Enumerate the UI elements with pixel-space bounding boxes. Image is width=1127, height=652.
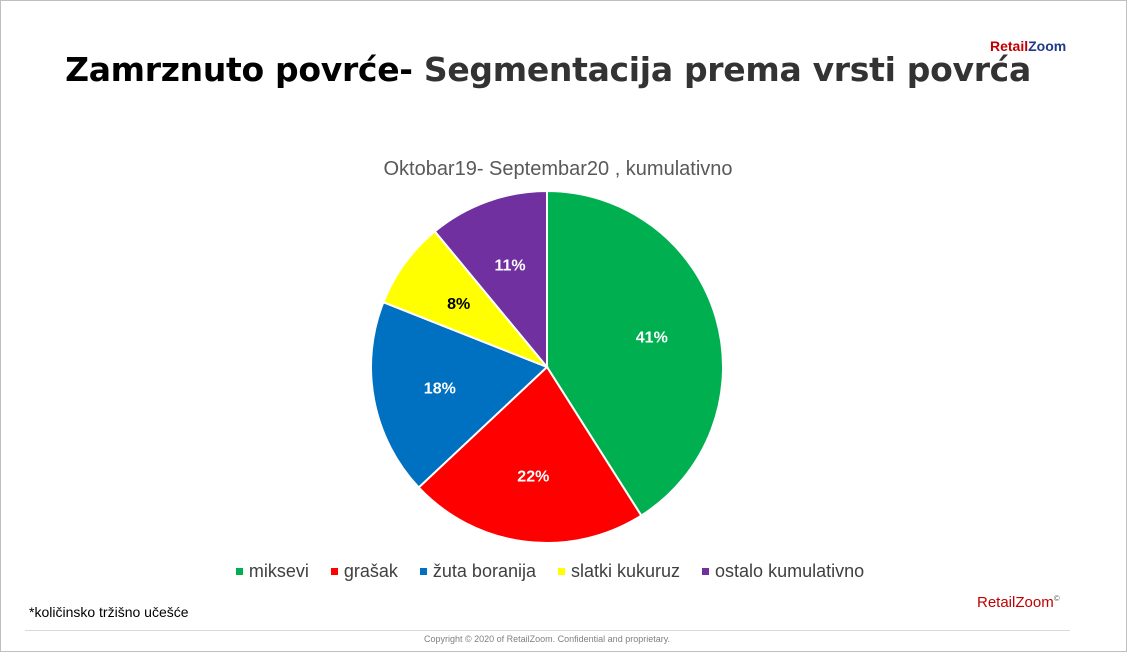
legend-swatch <box>235 568 243 575</box>
legend-item-5: ostalo kumulativno <box>702 561 864 582</box>
copyright-text: Copyright © 2020 of RetailZoom. Confiden… <box>423 634 671 644</box>
pie-slice-2 <box>417 365 643 544</box>
footer-divider <box>25 630 1070 631</box>
pie-data-label-5: 11% <box>494 257 525 274</box>
retailzoom-logo-bottom: RetailZoom© <box>977 594 1060 611</box>
retailzoom-logo-top: RetailZoom <box>990 38 1066 54</box>
pie-slice-3 <box>370 300 549 489</box>
legend-item-4: slatki kukuruz <box>557 561 681 582</box>
logo-bottom-mark: © <box>1053 594 1060 603</box>
footnote: *količinsko tržišno učešće <box>29 604 189 620</box>
pie-slice-5 <box>433 189 548 370</box>
title-secondary: Segmentacija prema vrsti povrća <box>412 50 1031 89</box>
legend-swatch <box>702 568 710 575</box>
pie-data-label-4: 8% <box>447 296 470 313</box>
legend-swatch <box>330 568 338 575</box>
legend-item-3: žuta boranija <box>419 561 536 582</box>
pie-slice-4 <box>382 229 548 368</box>
chart-title: Oktobar19- Septembar20 , kumulativno <box>383 158 733 180</box>
pie-data-label-3: 18% <box>424 380 456 397</box>
title-main: Zamrznuto povrće- <box>65 50 413 89</box>
legend-label: ostalo kumulativno <box>715 561 865 581</box>
legend-swatch <box>419 568 427 575</box>
legend-item-1: miksevi <box>235 561 309 582</box>
legend-label: slatki kukuruz <box>570 561 681 581</box>
logo-bottom-text: RetailZoom <box>977 594 1054 611</box>
logo-zoom-text: Zoom <box>1028 38 1067 54</box>
legend-label: grašak <box>343 561 398 581</box>
page-title: Zamrznuto povrće- Segmentacija prema vrs… <box>0 50 1096 89</box>
legend-label: miksevi <box>248 561 309 581</box>
legend-swatch <box>557 568 565 575</box>
pie-data-label-2: 22% <box>517 468 549 485</box>
chart-legend: miksevi grašak žuta boranija slatki kukuruz… <box>0 561 1100 582</box>
legend-label: žuta boranija <box>432 561 536 581</box>
pie-data-label-1: 41% <box>636 330 668 347</box>
legend-item-2: grašak <box>330 561 398 582</box>
logo-retail-text: Retail <box>990 38 1029 54</box>
